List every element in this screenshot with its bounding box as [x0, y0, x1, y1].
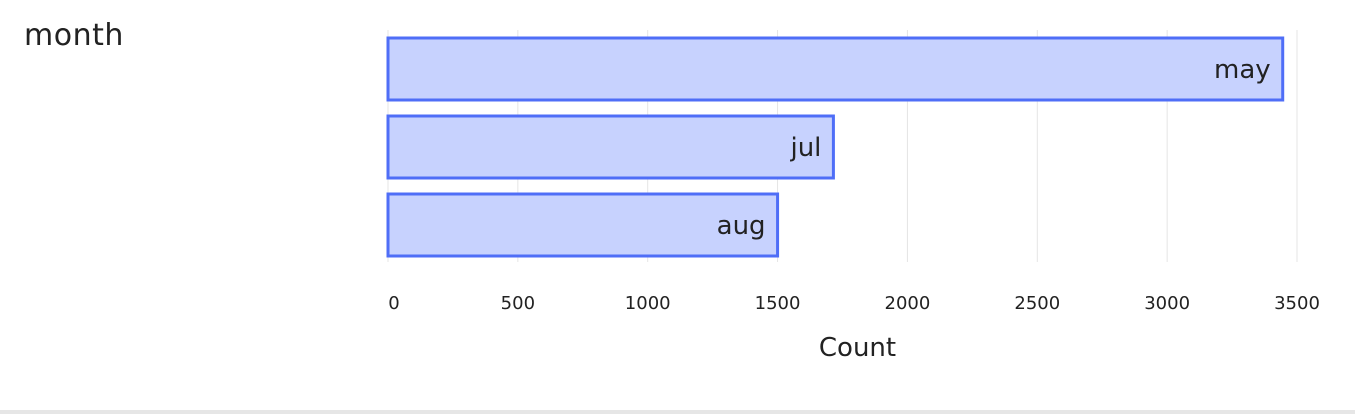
bar-label-aug: aug [717, 211, 766, 241]
x-axis-title: Count [819, 333, 896, 363]
x-tick-label-3500: 3500 [1274, 293, 1320, 314]
bars: may jul aug [386, 36, 1285, 258]
bar-jul [386, 114, 835, 180]
bar-label-may: may [1214, 55, 1271, 85]
field-name-label: month [24, 18, 124, 53]
x-tick-label-3000: 3000 [1144, 293, 1190, 314]
x-tick-label-2500: 2500 [1014, 293, 1060, 314]
bar-may [386, 36, 1285, 102]
x-tick-label-1000: 1000 [625, 293, 671, 314]
x-axis-ticks: 0 500 1000 1500 2000 2500 3000 3500 [388, 293, 1320, 314]
x-tick-label-500: 500 [501, 293, 535, 314]
bar-aug [386, 192, 780, 258]
x-tick-label-0: 0 [388, 293, 399, 314]
x-tick-label-1500: 1500 [755, 293, 801, 314]
bottom-divider [0, 410, 1355, 414]
x-tick-label-2000: 2000 [885, 293, 931, 314]
bar-label-jul: jul [789, 133, 821, 163]
